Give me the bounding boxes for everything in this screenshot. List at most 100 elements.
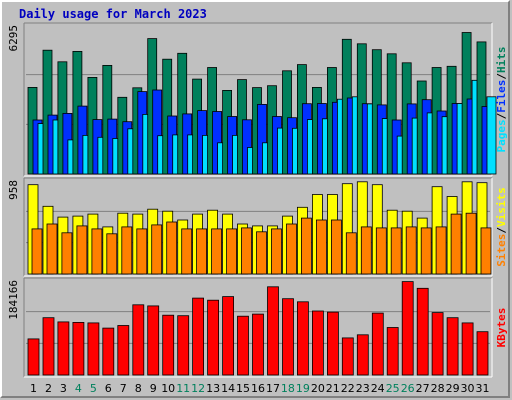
bar-sites-day-16 [256, 231, 267, 275]
bar-kbytes-day-12 [192, 297, 205, 376]
day-label-28: 28 [431, 382, 445, 395]
bar-kbytes-day-6 [102, 327, 115, 376]
bar-kbytes-day-25 [386, 327, 399, 376]
bar-sites-day-9 [151, 224, 163, 275]
bar-files-day-16 [257, 104, 267, 175]
bar-kbytes-day-4 [72, 321, 85, 376]
bar-kbytes-day-5 [87, 322, 100, 376]
bar-kbytes-day-18 [282, 298, 294, 376]
day-label-15: 15 [236, 382, 250, 395]
day-label-5: 5 [90, 382, 97, 395]
legend-separator: / [495, 112, 508, 119]
bar-sites-day-26 [405, 226, 417, 275]
legend-visits: Sites/Visits [495, 187, 508, 267]
day-label-3: 3 [60, 382, 67, 395]
day-label-21: 21 [326, 382, 340, 395]
day-label-6: 6 [105, 382, 112, 395]
bar-sites-day-31 [480, 227, 492, 275]
legend-item-pages: Pages [495, 119, 508, 152]
bar-sites-day-5 [91, 228, 103, 275]
bar-kbytes-day-29 [446, 317, 459, 376]
bar-sites-day-4 [76, 225, 88, 275]
day-label-16: 16 [251, 382, 265, 395]
day-label-8: 8 [135, 382, 142, 395]
bar-kbytes-day-24 [371, 312, 384, 376]
bar-sites-day-23 [360, 226, 372, 275]
legend-item-visits: Visits [495, 187, 508, 227]
day-label-20: 20 [311, 382, 325, 395]
ymax-label-hits: 6295 [7, 25, 20, 52]
bar-files-day-15 [242, 119, 252, 175]
bar-sites-day-11 [181, 228, 193, 275]
day-label-25: 25 [386, 382, 400, 395]
bar-kbytes-day-17 [267, 286, 279, 376]
day-label-9: 9 [150, 382, 157, 395]
bar-kbytes-day-23 [356, 334, 369, 376]
bar-kbytes-day-14 [222, 296, 235, 376]
bar-kbytes-day-10 [162, 314, 175, 376]
bar-kbytes-day-7 [117, 325, 130, 376]
bar-kbytes-day-9 [147, 305, 160, 376]
day-label-2: 2 [45, 382, 52, 395]
bar-sites-day-22 [345, 232, 357, 275]
day-label-29: 29 [446, 382, 460, 395]
bar-hits-day-2 [42, 49, 53, 175]
bar-kbytes-day-16 [252, 313, 264, 376]
bar-sites-day-25 [390, 227, 402, 275]
day-label-18: 18 [281, 382, 295, 395]
day-label-26: 26 [401, 382, 415, 395]
day-label-19: 19 [296, 382, 310, 395]
legend-separator: / [495, 73, 508, 80]
day-label-22: 22 [341, 382, 355, 395]
bar-sites-day-10 [166, 221, 178, 275]
legend-item-hits: Hits [495, 47, 508, 74]
day-label-31: 31 [476, 382, 490, 395]
day-label-10: 10 [161, 382, 175, 395]
day-label-24: 24 [371, 382, 385, 395]
bar-sites-day-21 [330, 219, 342, 275]
day-label-7: 7 [120, 382, 127, 395]
bar-kbytes-day-1 [27, 338, 40, 376]
bar-sites-day-14 [226, 228, 238, 275]
ymax-label-visits: 958 [7, 180, 20, 200]
bar-sites-day-15 [241, 227, 252, 275]
bar-files-day-9 [152, 89, 163, 175]
bar-kbytes-day-21 [326, 311, 339, 376]
day-label-17: 17 [266, 382, 280, 395]
bar-sites-day-17 [271, 228, 282, 275]
legend-hits: Pages/Files/Hits [495, 47, 508, 153]
bar-pages-day-31 [486, 96, 497, 175]
legend-item-kbytes: KBytes [495, 308, 508, 348]
bar-sites-day-30 [465, 212, 477, 275]
bar-sites-day-13 [211, 228, 223, 275]
bar-sites-day-8 [136, 228, 148, 275]
legend-item-sites: Sites [495, 234, 508, 267]
day-label-13: 13 [206, 382, 220, 395]
day-label-4: 4 [75, 382, 82, 395]
bar-sites-day-6 [106, 233, 118, 275]
ymax-label-kbytes: 184166 [7, 280, 20, 320]
day-label-1: 1 [30, 382, 37, 395]
bar-kbytes-day-20 [311, 310, 324, 376]
day-label-11: 11 [176, 382, 190, 395]
day-label-12: 12 [191, 382, 205, 395]
bar-kbytes-day-27 [416, 287, 429, 376]
bar-sites-day-27 [420, 227, 432, 275]
bar-sites-day-7 [121, 226, 133, 275]
bar-sites-day-28 [435, 226, 447, 275]
bar-hits-day-25 [386, 53, 397, 175]
bar-kbytes-day-8 [132, 304, 145, 376]
bar-kbytes-day-26 [401, 281, 414, 376]
bar-kbytes-day-22 [341, 337, 354, 376]
day-label-23: 23 [356, 382, 370, 395]
bar-sites-day-29 [450, 213, 462, 275]
bar-sites-day-3 [61, 232, 73, 275]
bar-kbytes-day-28 [431, 312, 444, 376]
bar-sites-day-24 [375, 227, 387, 275]
bar-sites-day-18 [286, 223, 297, 275]
bar-sites-day-19 [300, 217, 312, 275]
bar-kbytes-day-15 [237, 315, 249, 376]
bar-sites-day-12 [196, 228, 208, 275]
